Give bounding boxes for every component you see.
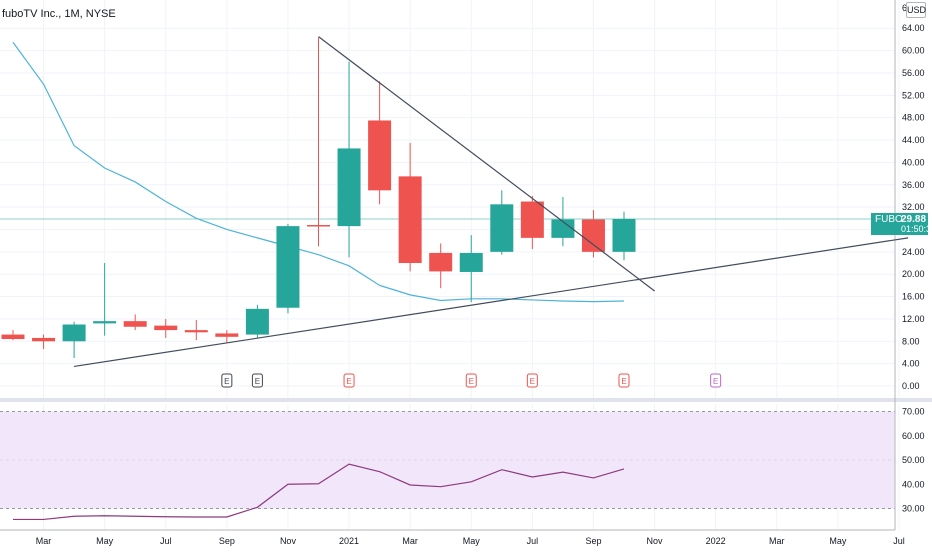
earnings-marker-label: E: [530, 377, 535, 386]
price-tick-label: 60.00: [902, 46, 925, 56]
candle-body: [520, 201, 544, 238]
candles: [1, 37, 636, 359]
price-tick-label: 8.00: [902, 336, 920, 346]
earnings-marker[interactable]: E: [618, 373, 630, 388]
price-badge-value: 29.88: [901, 214, 927, 225]
rsi-tick-label: 60.00: [902, 431, 925, 441]
symbol-legend[interactable]: fuboTV Inc., 1M, NYSE: [2, 8, 116, 20]
price-tick-label: 24.00: [902, 247, 925, 257]
candle-body: [93, 321, 117, 324]
time-tick-label: Sep: [585, 536, 601, 546]
earnings-marker[interactable]: E: [526, 373, 538, 388]
earnings-marker-label: E: [469, 377, 474, 386]
earnings-marker-label: E: [224, 377, 229, 386]
earnings-marker[interactable]: E: [251, 373, 263, 388]
earnings-marker-box: [618, 373, 630, 388]
candle-body: [551, 219, 575, 238]
candle-body: [368, 120, 392, 191]
time-tick-label: Jul: [160, 536, 172, 546]
rsi-tick-label: 40.00: [902, 479, 925, 489]
earnings-marker[interactable]: E: [343, 373, 355, 388]
time-tick-label: May: [96, 536, 114, 546]
price-tick-label: 12.00: [902, 314, 925, 324]
candle-body: [490, 204, 514, 252]
candle-body: [459, 252, 483, 272]
time-tick-label: Mar: [769, 536, 785, 546]
trendline-1: [74, 237, 909, 368]
time-tick-label: Nov: [280, 536, 297, 546]
earnings-marker-box: [710, 373, 722, 388]
time-tick-label: May: [829, 536, 847, 546]
time-tick-label: Jul: [527, 536, 539, 546]
earnings-marker-box: [526, 373, 538, 388]
price-tick-label: 36.00: [902, 180, 925, 190]
time-tick-label: Nov: [647, 536, 664, 546]
price-tick-label: 40.00: [902, 157, 925, 167]
earnings-marker[interactable]: E: [710, 373, 722, 388]
price-tick-label: 56.00: [902, 68, 925, 78]
price-tick-label: 6: [902, 3, 907, 13]
earnings-marker[interactable]: E: [221, 373, 233, 388]
candle-body: [154, 325, 178, 331]
time-tick-label: 2021: [339, 536, 359, 546]
time-tick-label: Mar: [402, 536, 418, 546]
price-tick-label: 64.00: [902, 23, 925, 33]
price-tick-label: 32.00: [902, 202, 925, 212]
candle-body: [429, 252, 453, 272]
time-tick-label: May: [463, 536, 481, 546]
candle-body: [62, 324, 86, 342]
rsi-tick-label: 70.00: [902, 407, 925, 417]
earnings-marker-label: E: [713, 377, 718, 386]
candle-body: [123, 321, 147, 327]
candle-body: [581, 219, 605, 252]
earnings-marker-box: [465, 373, 477, 388]
rsi-tick-label: 50.00: [902, 455, 925, 465]
price-tick-label: 16.00: [902, 292, 925, 302]
candle-body: [612, 218, 636, 252]
time-tick-label: Jul: [893, 536, 905, 546]
earnings-marker-label: E: [255, 377, 260, 386]
price-tick-label: 44.00: [902, 135, 925, 145]
earnings-marker-box: [221, 373, 233, 388]
earnings-marker[interactable]: E: [465, 373, 477, 388]
price-tick-label: 4.00: [902, 359, 920, 369]
price-tick-label: 20.00: [902, 269, 925, 279]
candle-body: [245, 308, 269, 335]
price-tick-label: 0.00: [902, 381, 920, 391]
time-tick-label: Sep: [219, 536, 235, 546]
time-tick-label: 2022: [706, 536, 726, 546]
earnings-marker-label: E: [621, 377, 626, 386]
candle-body: [337, 148, 361, 227]
candle-body: [307, 225, 330, 227]
rsi-tick-label: 30.00: [902, 504, 925, 514]
candle-body: [32, 337, 56, 342]
earnings-marker-box: [251, 373, 263, 388]
currency-badge[interactable]: USD: [906, 2, 926, 18]
last-price-badge: FUBO 29.88 01:50:30: [871, 213, 932, 235]
candle-body: [276, 226, 300, 308]
rsi-line: [13, 463, 625, 521]
price-tick-label: 52.00: [902, 90, 925, 100]
moving-average-line: [12, 41, 625, 303]
price-badge-countdown: 01:50:30: [901, 224, 932, 234]
earnings-marker-label: E: [346, 377, 351, 386]
time-tick-label: Mar: [36, 536, 52, 546]
candle-body: [184, 330, 208, 333]
price-tick-label: 48.00: [902, 113, 925, 123]
price-badge-symbol: FUBO: [875, 214, 903, 225]
candle-body: [215, 333, 239, 337]
trendline-2: [318, 36, 655, 292]
earnings-marker-box: [343, 373, 355, 388]
candle-body: [398, 176, 422, 264]
candle-body: [1, 334, 25, 340]
